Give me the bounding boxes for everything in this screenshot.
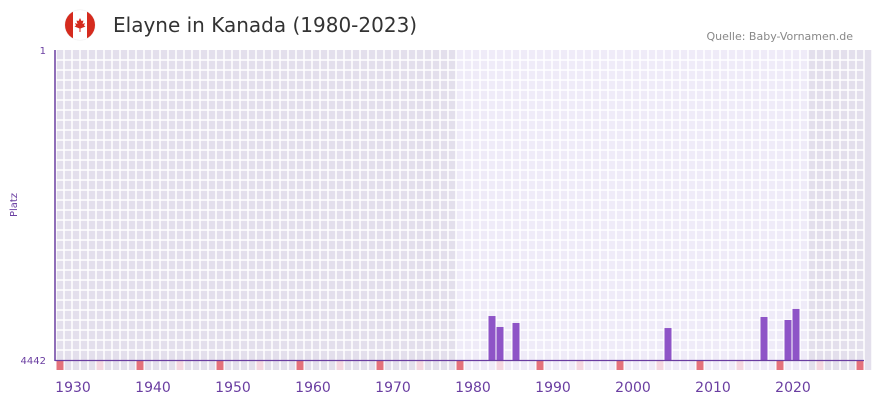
year-marker <box>736 361 744 370</box>
x-tick-label: 1940 <box>135 380 171 396</box>
year-marker <box>776 361 784 370</box>
x-tick-label: 1950 <box>215 380 251 396</box>
bar-2019[interactable] <box>784 320 792 360</box>
x-tick-label: 1980 <box>455 380 491 396</box>
bar-1982[interactable] <box>488 316 496 360</box>
year-marker <box>616 361 624 370</box>
year-marker <box>336 361 344 370</box>
year-marker <box>136 361 144 370</box>
source-label: Quelle: Baby-Vornamen.de <box>706 30 853 43</box>
x-tick-label: 2010 <box>695 380 731 396</box>
year-marker <box>256 361 264 370</box>
year-marker <box>456 361 464 370</box>
year-marker <box>96 361 104 370</box>
year-marker <box>696 361 704 370</box>
x-tick-label: 1990 <box>535 380 571 396</box>
chart-title: Elayne in Kanada (1980-2023) <box>113 13 418 37</box>
bar-1983[interactable] <box>496 326 504 360</box>
x-tick-label: 1970 <box>375 380 411 396</box>
bar-2016[interactable] <box>760 317 768 360</box>
x-tick-label: 2020 <box>775 380 811 396</box>
year-marker <box>536 361 544 370</box>
y-tick-bottom: 4442 <box>21 356 46 367</box>
x-tick-label: 1930 <box>55 380 91 396</box>
year-marker <box>816 361 824 370</box>
x-tick-label: 1960 <box>295 380 331 396</box>
year-marker <box>416 361 424 370</box>
bar-2004[interactable] <box>664 328 672 360</box>
canada-flag-icon <box>65 10 95 40</box>
year-marker <box>376 361 384 370</box>
y-axis-label: Platz <box>9 193 20 217</box>
year-marker <box>56 361 64 370</box>
year-marker <box>176 361 184 370</box>
year-marker <box>576 361 584 370</box>
year-marker <box>856 361 864 370</box>
bar-2020[interactable] <box>792 308 800 360</box>
year-marker <box>496 361 504 370</box>
year-marker <box>656 361 664 370</box>
year-marker <box>216 361 224 370</box>
x-tick-label: 2000 <box>615 380 651 396</box>
bar-1985[interactable] <box>512 323 520 360</box>
y-tick-top: 1 <box>40 46 46 57</box>
year-marker <box>296 361 304 370</box>
